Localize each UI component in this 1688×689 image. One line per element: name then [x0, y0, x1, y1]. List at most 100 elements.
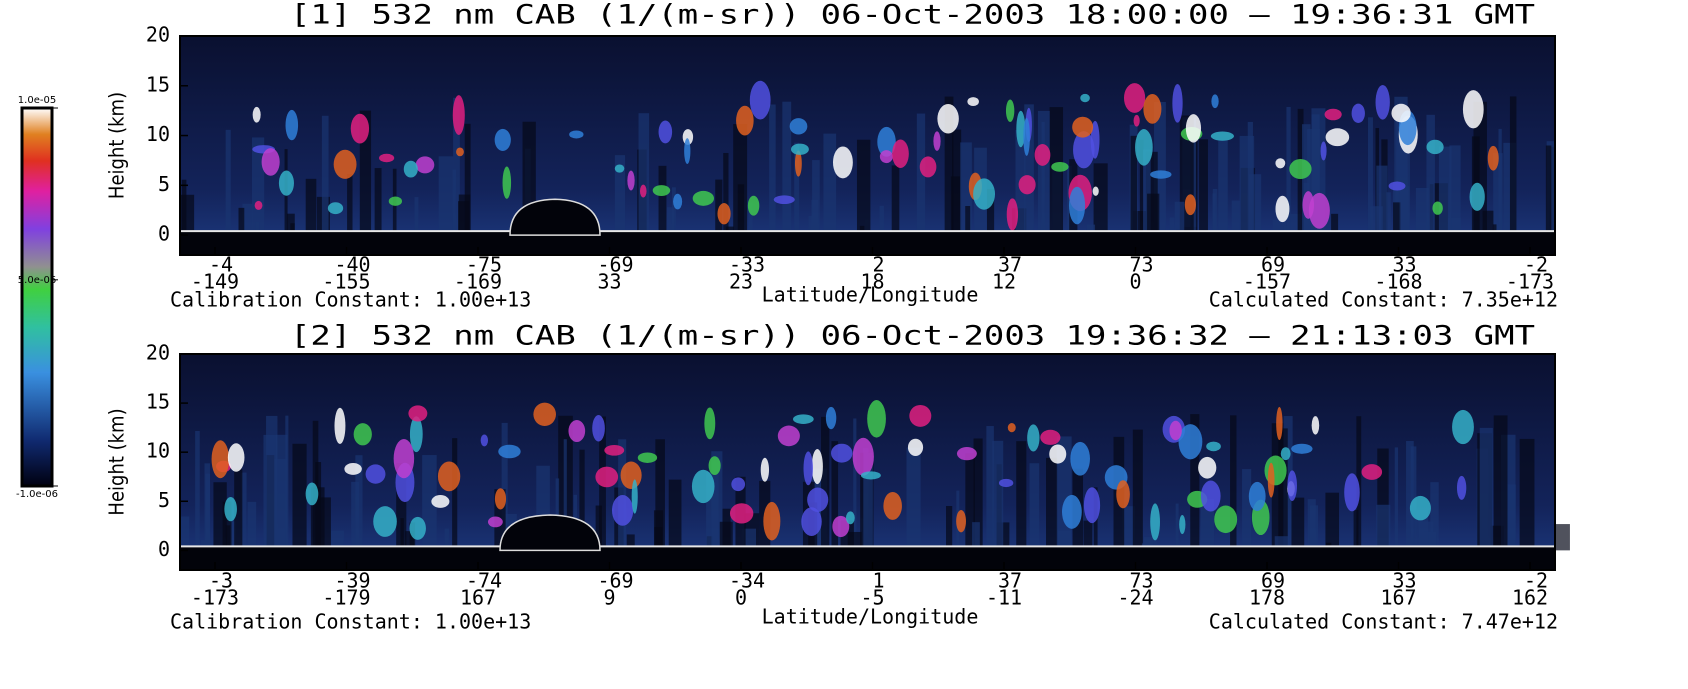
texture-column: [821, 417, 829, 550]
texture-column: [180, 516, 189, 550]
cloud-blob: [1035, 144, 1051, 166]
cloud-blob: [791, 144, 809, 155]
cloud-blob: [1352, 104, 1365, 123]
cloud-blob: [892, 139, 909, 168]
cloud-blob: [999, 479, 1013, 487]
texture-column: [306, 179, 317, 235]
cloud-blob: [883, 492, 902, 520]
calibration-constant: Calibration Constant: 1.00e+13: [170, 288, 531, 312]
x-tick-lon: -24: [1117, 586, 1153, 610]
x-tick-lon: 12: [992, 270, 1016, 294]
cloud-blob: [1326, 128, 1350, 146]
cloud-blob: [730, 503, 753, 523]
cloud-blob: [693, 191, 714, 206]
cloud-blob: [1309, 193, 1330, 229]
cloud-blob: [908, 439, 923, 456]
calibration-constant: Calibration Constant: 1.00e+13: [170, 610, 531, 634]
cloud-blob: [1124, 83, 1145, 113]
cloud-blob: [604, 445, 624, 456]
cloud-blob: [306, 483, 319, 506]
cloud-blob: [1007, 198, 1018, 230]
cloud-blob: [1150, 170, 1171, 178]
cloud-blob: [1201, 481, 1221, 512]
cloud-blob: [684, 138, 690, 164]
cloud-blob: [1376, 85, 1390, 120]
cloud-blob: [1488, 146, 1499, 171]
cloud-blob: [920, 156, 937, 177]
x-tick-lon: -11: [986, 586, 1022, 610]
cloud-blob: [1470, 183, 1485, 211]
cloud-blob: [1051, 162, 1068, 172]
cloud-blob: [1185, 194, 1196, 215]
texture-column: [1046, 458, 1058, 550]
texture-column: [952, 130, 961, 236]
texture-column: [453, 170, 456, 235]
texture-column: [347, 174, 352, 235]
x-tick-lon: 178: [1249, 586, 1285, 610]
cloud-blob: [750, 81, 771, 120]
cloud-blob: [612, 495, 633, 526]
cloud-blob: [1214, 506, 1237, 534]
x-tick-lon: 9: [603, 586, 615, 610]
texture-column: [1416, 188, 1429, 235]
texture-column: [1232, 200, 1240, 235]
cloud-blob: [1287, 470, 1297, 501]
cloud-blob: [1150, 503, 1160, 540]
cloud-blob: [379, 154, 394, 162]
cloud-blob: [973, 178, 995, 209]
texture-column: [1213, 189, 1218, 235]
texture-column: [733, 124, 747, 235]
x-tick-lon: 33: [597, 270, 621, 294]
cloud-blob: [640, 185, 647, 198]
y-tick-label: 0: [158, 537, 170, 561]
cloud-blob: [1457, 476, 1466, 500]
calculated-constant: Calculated Constant: 7.35e+12: [1209, 288, 1558, 312]
texture-column: [1147, 194, 1159, 235]
cloud-blob: [1069, 187, 1085, 225]
cloud-blob: [632, 479, 638, 513]
cloud-blob: [846, 511, 855, 524]
colorbar-label: 5.0e-06: [18, 275, 56, 286]
texture-column: [1094, 163, 1108, 235]
y-tick-label: 15: [146, 390, 170, 414]
cloud-blob: [812, 449, 823, 484]
cloud-blob: [1134, 115, 1140, 127]
cloud-blob: [1426, 140, 1443, 154]
texture-column: [1494, 415, 1508, 550]
cloud-blob: [1019, 175, 1036, 194]
texture-column: [812, 160, 820, 235]
texture-column: [1176, 504, 1179, 551]
cloud-blob: [1172, 84, 1182, 123]
texture-column: [439, 156, 454, 235]
texture-column: [1242, 469, 1251, 550]
cloud-blob: [801, 507, 821, 536]
cloud-blob: [1093, 187, 1099, 196]
texture-column: [452, 438, 457, 550]
backscatter-image: [180, 354, 1570, 570]
cloud-blob: [1281, 447, 1291, 460]
cloud-blob: [595, 467, 618, 488]
cloud-blob: [956, 510, 966, 532]
cloud-blob: [409, 517, 425, 540]
cloud-blob: [853, 438, 874, 476]
page: {"chart_data": [ {"type": "lidar-curtain…: [0, 0, 1688, 685]
texture-column: [292, 444, 306, 551]
texture-column: [1029, 463, 1039, 550]
cloud-blob: [438, 461, 460, 491]
texture-column: [1248, 122, 1253, 235]
ground: [180, 231, 1555, 255]
cloud-blob: [1249, 482, 1266, 511]
cloud-blob: [1268, 463, 1275, 498]
cloud-blob: [334, 150, 357, 179]
texture-column: [769, 104, 776, 235]
cloud-blob: [1006, 100, 1014, 122]
x-tick-lon: 0: [735, 586, 747, 610]
y-axis-label: Height (km): [105, 408, 129, 515]
cloud-blob: [1289, 159, 1311, 179]
y-tick-label: 15: [146, 72, 170, 96]
cloud-blob: [1135, 129, 1153, 166]
colorbar-label: -1.0e-06: [16, 489, 58, 500]
cloud-blob: [748, 196, 759, 216]
panel-title: [1] 532 nm CAB (1/(m-sr)) 06-Oct-2003 18…: [290, 0, 1535, 31]
y-tick-label: 20: [146, 23, 170, 47]
